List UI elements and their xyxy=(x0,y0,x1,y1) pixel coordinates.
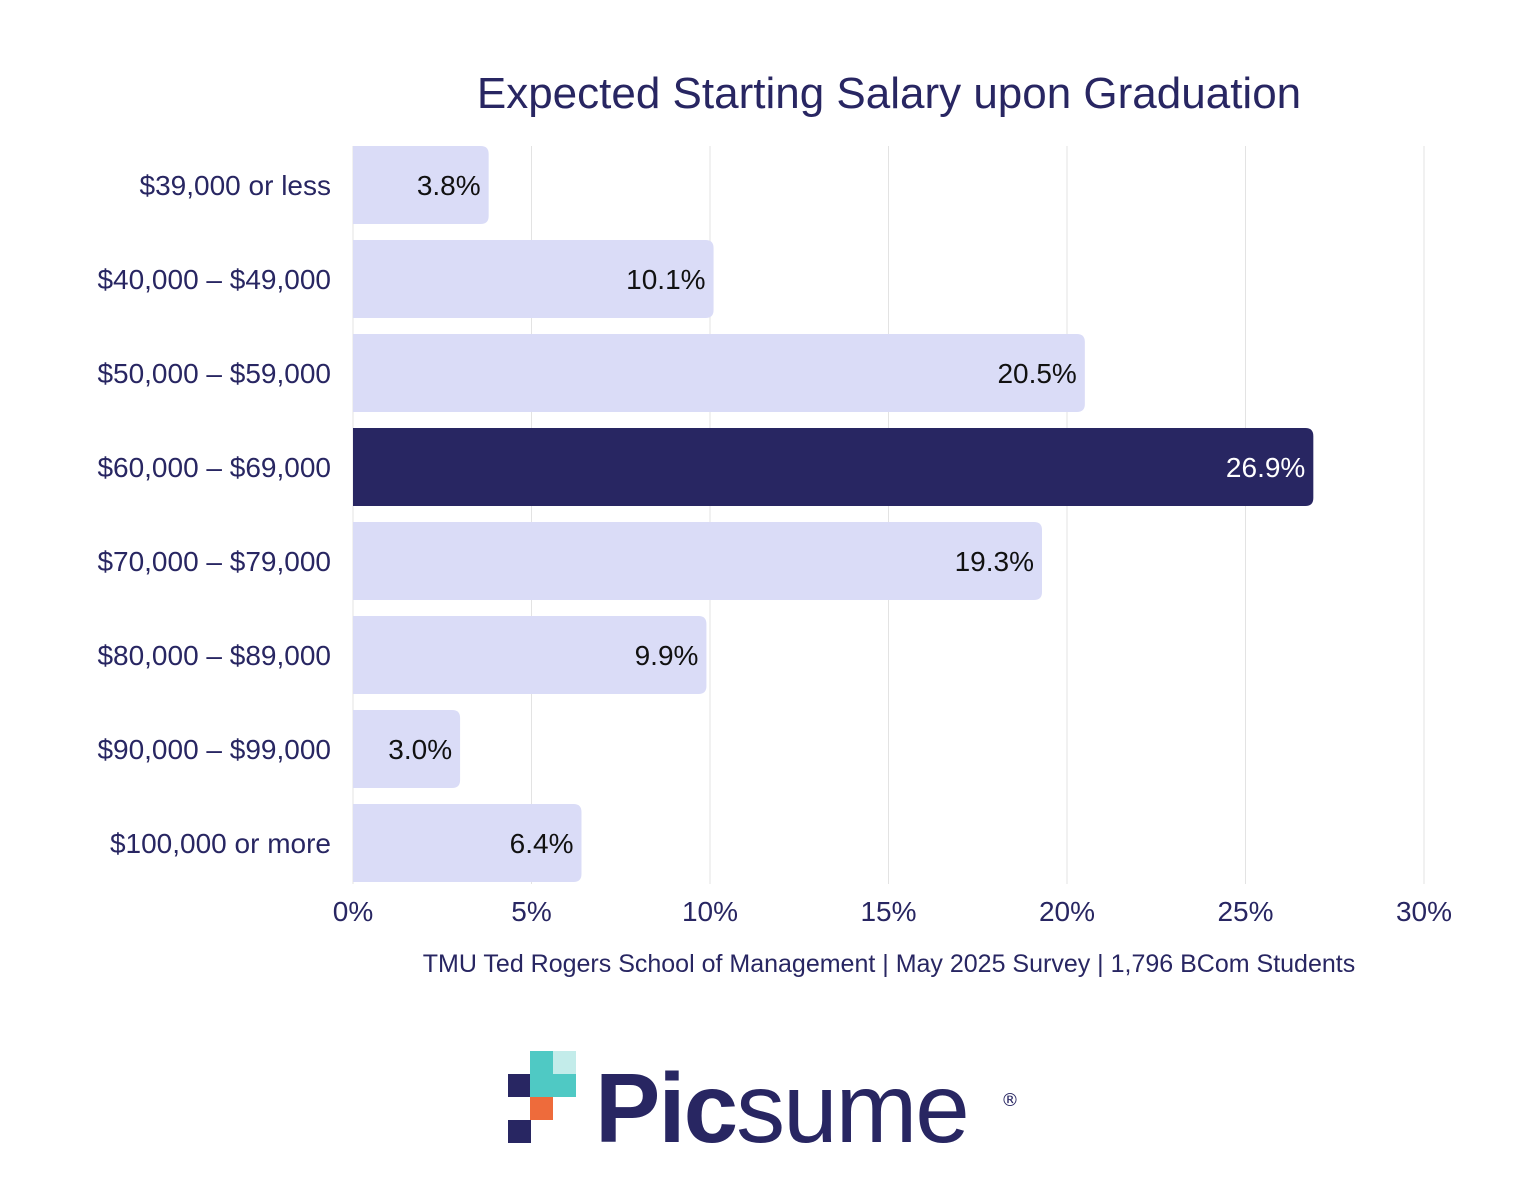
bar xyxy=(353,146,489,224)
bar-value-label: 26.9% xyxy=(1226,452,1305,483)
category-label: $40,000 – $49,000 xyxy=(97,264,331,295)
x-tick-label: 25% xyxy=(1217,896,1273,927)
picsume-logo-graphic: Picsume ® xyxy=(508,1051,1019,1163)
category-label: $60,000 – $69,000 xyxy=(97,452,331,483)
bar xyxy=(353,710,461,788)
bar-value-label: 6.4% xyxy=(510,828,574,859)
registered-mark: ® xyxy=(1001,1090,1019,1111)
picsume-logo: Picsume ® xyxy=(507,1050,1027,1163)
x-tick-label: 0% xyxy=(333,896,373,927)
category-label: $70,000 – $79,000 xyxy=(97,546,331,577)
x-tick-label: 20% xyxy=(1039,896,1095,927)
x-tick-label: 5% xyxy=(511,896,551,927)
x-tick-label: 30% xyxy=(1396,896,1452,927)
bar-value-label: 3.8% xyxy=(417,170,481,201)
category-label: $90,000 – $99,000 xyxy=(97,734,331,765)
bar-value-label: 20.5% xyxy=(997,358,1076,389)
bar xyxy=(353,616,707,694)
bars: 3.8% $39,000 or less 10.1% $40,000 – $49,00… xyxy=(97,146,1314,882)
bar xyxy=(353,522,1043,600)
bar xyxy=(353,428,1314,506)
logo-wordmark-regular: sume xyxy=(736,1053,968,1150)
logo-wordmark: Picsume xyxy=(595,1053,968,1150)
bar xyxy=(353,334,1085,412)
logo-mark-icon xyxy=(508,1051,576,1143)
bar-value-label: 9.9% xyxy=(635,640,699,671)
bar-value-label: 19.3% xyxy=(955,546,1034,577)
chart-title: Expected Starting Salary upon Graduation xyxy=(477,69,1301,118)
bar-chart: Expected Starting Salary upon Graduation… xyxy=(97,69,1452,978)
logo-wordmark-bold: Pic xyxy=(595,1053,736,1150)
x-tick-label: 15% xyxy=(860,896,916,927)
source-note: TMU Ted Rogers School of Management | Ma… xyxy=(423,950,1355,978)
bar xyxy=(353,240,714,318)
x-tick-label: 10% xyxy=(682,896,738,927)
bar-value-label: 3.0% xyxy=(388,734,452,765)
bar xyxy=(353,804,582,882)
category-label: $39,000 or less xyxy=(140,170,331,201)
category-label: $50,000 – $59,000 xyxy=(97,358,331,389)
category-label: $100,000 or more xyxy=(110,828,331,859)
category-label: $80,000 – $89,000 xyxy=(97,640,331,671)
x-axis: 0% 5% 10% 15% 20% 25% 30% xyxy=(333,896,1452,927)
bar-value-label: 10.1% xyxy=(626,264,705,295)
